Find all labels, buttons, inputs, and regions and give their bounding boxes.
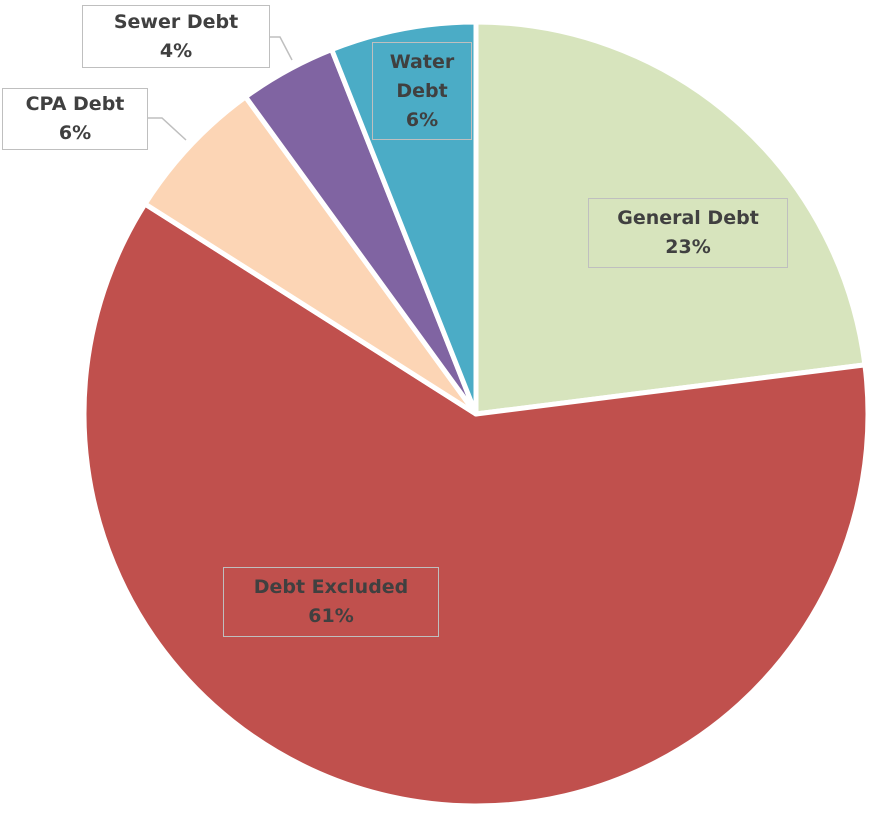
pie-slice [473, 19, 868, 417]
pie-slice [329, 19, 479, 417]
data-label: Water Debt 6% [372, 42, 472, 140]
label-name: Water Debt [389, 50, 455, 102]
label-name: General Debt [617, 207, 759, 229]
pie-slice [81, 201, 871, 809]
label-name: Sewer Debt [113, 10, 239, 33]
data-label: Sewer Debt 4% [82, 5, 270, 68]
label-value: 6% [58, 122, 92, 144]
leader-line [148, 117, 187, 141]
label-value: 4% [159, 39, 193, 62]
label-name: CPA Debt [25, 93, 125, 115]
label-value: 6% [405, 108, 439, 131]
label-name: Debt Excluded [253, 576, 409, 598]
data-label: CPA Debt 6% [2, 88, 148, 150]
pie-slice [142, 94, 479, 417]
label-value: 23% [665, 236, 711, 258]
data-label: Debt Excluded 61% [223, 567, 439, 637]
label-value: 61% [308, 605, 354, 627]
data-label: General Debt 23% [588, 198, 788, 268]
leader-line [270, 36, 293, 61]
